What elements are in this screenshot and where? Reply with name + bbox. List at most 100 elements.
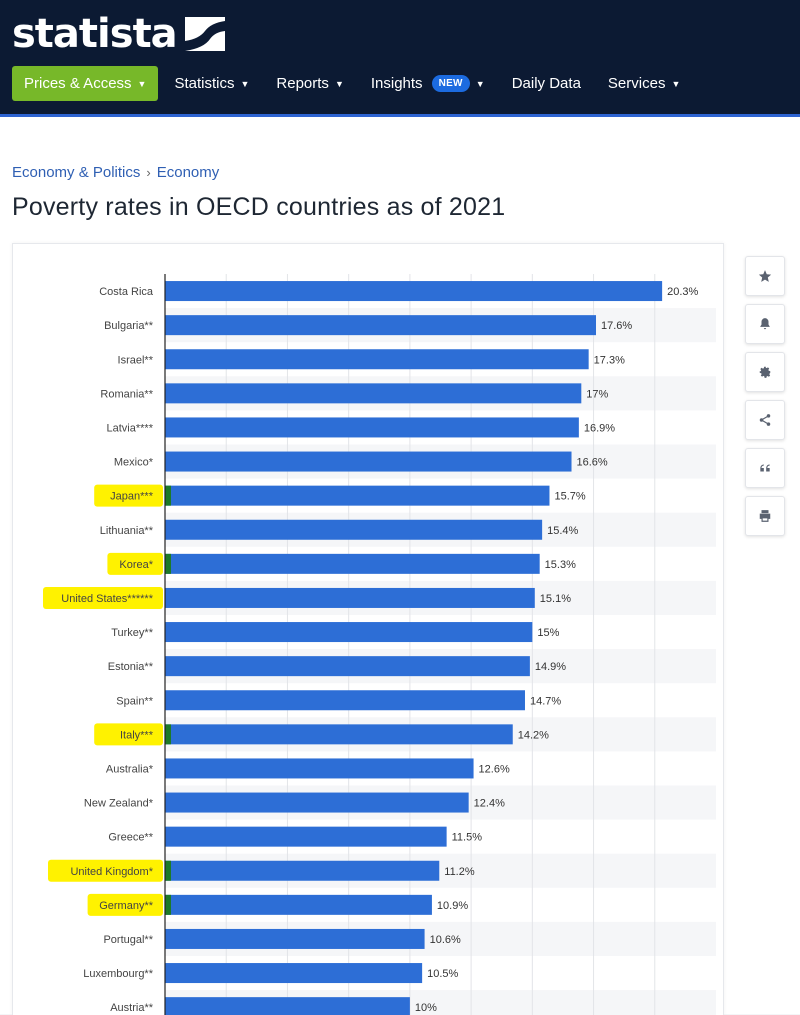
bar: [165, 860, 440, 881]
value-label: 12.6%: [479, 763, 510, 775]
category-label: Romania**: [100, 388, 153, 400]
value-label: 10.5%: [427, 968, 458, 980]
value-label: 10%: [415, 1002, 437, 1014]
nav-reports[interactable]: Reports ▼: [276, 75, 343, 92]
nav-label: Daily Data: [511, 75, 581, 92]
bar: [165, 724, 513, 745]
chart-toolbar: [745, 256, 785, 544]
category-label: Germany**: [99, 900, 154, 912]
nav-statistics[interactable]: Statistics ▼: [174, 75, 249, 92]
bar-accent: [165, 894, 171, 915]
value-label: 16.9%: [584, 422, 615, 434]
nav-label: Insights: [370, 75, 423, 92]
caret-down-icon: ▼: [475, 78, 485, 89]
value-label: 11.5%: [452, 832, 483, 844]
label-highlight: [87, 893, 163, 916]
bar-accent: [165, 553, 171, 574]
value-label: 15.7%: [554, 491, 585, 503]
bar: [165, 997, 410, 1015]
caret-down-icon: ▼: [671, 78, 681, 89]
bar-accent: [165, 724, 171, 745]
share-button[interactable]: [745, 400, 785, 440]
bar: [165, 792, 469, 813]
bar: [165, 690, 525, 711]
bar: [165, 349, 589, 370]
value-label: 15.4%: [547, 525, 578, 537]
nav-bottom-border: [0, 114, 800, 117]
print-icon: [759, 510, 771, 522]
category-label: Austria**: [110, 1002, 154, 1014]
bar-accent: [165, 485, 171, 506]
favorite-button[interactable]: [745, 256, 785, 296]
logo-mark-icon: [184, 17, 225, 51]
nav-label: Services: [607, 75, 666, 92]
print-button[interactable]: [745, 496, 785, 536]
caret-down-icon: ▼: [240, 78, 250, 89]
cite-button[interactable]: [745, 448, 785, 488]
bar: [165, 928, 425, 949]
value-label: 12.4%: [474, 798, 505, 810]
bar: [165, 758, 474, 779]
top-navigation-bar: statista Prices & Access ▼ Statistics ▼ Re…: [0, 0, 800, 114]
bar: [165, 622, 533, 643]
share-icon: [759, 414, 771, 426]
label-highlight: [48, 859, 163, 882]
value-label: 15.1%: [540, 593, 571, 605]
label-highlight: [94, 723, 163, 746]
value-label: 16.6%: [577, 457, 608, 469]
bar: [165, 894, 432, 915]
category-label: Mexico*: [114, 457, 154, 469]
value-label: 17.6%: [601, 320, 632, 332]
category-label: Lithuania**: [100, 525, 154, 537]
settings-button[interactable]: [745, 352, 785, 392]
category-label: Greece**: [108, 832, 153, 844]
bar-chart: 20.3% Costa Rica 17.6% Bulgaria** 17.3% Israe…: [43, 274, 716, 1015]
nav-label: Prices & Access: [24, 75, 132, 92]
logo-wordmark: statista: [12, 11, 178, 57]
nav-daily-data[interactable]: Daily Data: [512, 75, 581, 92]
main-nav: Prices & Access ▼ Statistics ▼ Reports ▼ In…: [12, 66, 707, 101]
bar: [165, 417, 579, 438]
value-label: 10.6%: [430, 934, 461, 946]
bar: [165, 315, 597, 336]
category-label: United Kingdom*: [70, 866, 153, 878]
nav-insights[interactable]: Insights NEW ▼: [371, 75, 485, 92]
value-label: 20.3%: [667, 286, 698, 298]
nav-label: Reports: [276, 75, 329, 92]
nav-services[interactable]: Services ▼: [608, 75, 680, 92]
category-label: Korea*: [119, 559, 153, 571]
category-label: Bulgaria**: [104, 320, 154, 332]
value-label: 10.9%: [437, 900, 468, 912]
gear-icon: [759, 366, 771, 378]
value-label: 15.3%: [545, 559, 576, 571]
category-label: Turkey**: [111, 627, 153, 639]
category-label: Italy***: [120, 729, 154, 741]
statista-logo[interactable]: statista: [12, 12, 225, 56]
category-label: Portugal**: [103, 934, 153, 946]
category-label: Japan***: [110, 491, 154, 503]
breadcrumb-link-economy-politics[interactable]: Economy & Politics: [12, 164, 141, 181]
bar: [165, 553, 540, 574]
caret-down-icon: ▼: [137, 78, 147, 89]
nav-prices-access[interactable]: Prices & Access ▼: [12, 66, 159, 101]
category-label: Luxembourg**: [83, 968, 153, 980]
breadcrumb-link-economy[interactable]: Economy: [156, 164, 220, 181]
notification-button[interactable]: [745, 304, 785, 344]
breadcrumb-separator: ›: [146, 165, 151, 180]
bar: [165, 451, 572, 472]
bar: [165, 383, 582, 404]
quote-icon: [760, 464, 770, 472]
label-highlight: [43, 586, 163, 609]
bar-accent: [165, 860, 171, 881]
category-label: Costa Rica: [99, 286, 154, 298]
category-label: Spain**: [116, 695, 153, 707]
label-highlight: [107, 552, 163, 575]
bar: [165, 587, 535, 608]
category-label: United States******: [61, 593, 153, 605]
bar: [165, 281, 663, 302]
chart-card: 20.3% Costa Rica 17.6% Bulgaria** 17.3% Israe…: [12, 243, 724, 1015]
value-label: 15%: [537, 627, 559, 639]
caret-down-icon: ▼: [334, 78, 344, 89]
value-label: 11.2%: [444, 866, 475, 878]
bar: [165, 519, 543, 540]
